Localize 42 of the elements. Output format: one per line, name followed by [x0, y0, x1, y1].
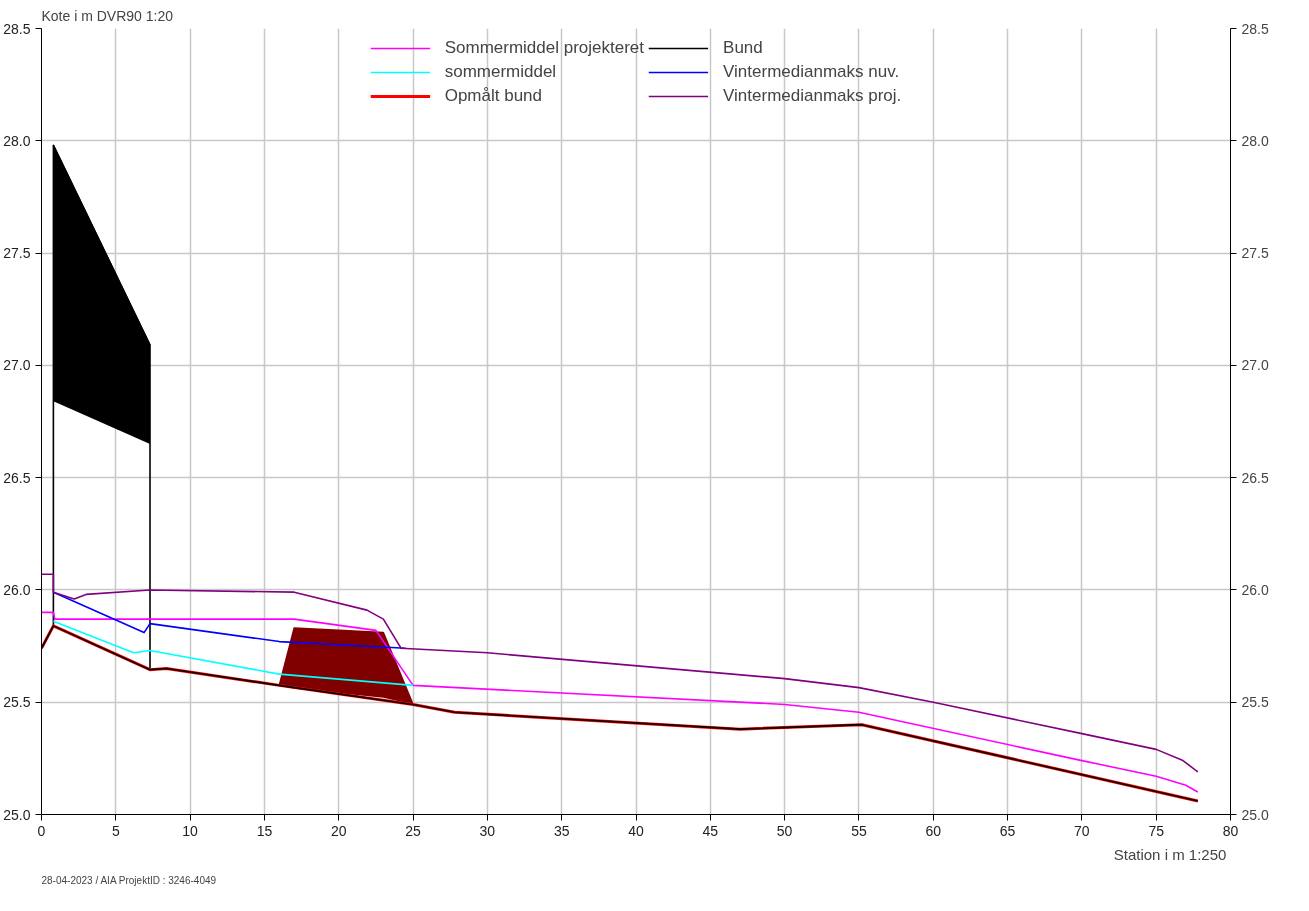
y2-tick-label: 28.5: [1241, 20, 1269, 37]
y2-tick-label: 25.0: [1241, 806, 1269, 823]
x-tick-label: 70: [1074, 822, 1090, 839]
x-tick-label: 10: [182, 822, 199, 839]
y-tick-label: 26.0: [3, 581, 31, 598]
legend-label: sommermiddel: [444, 62, 557, 82]
y2-tick-label: 28.0: [1241, 132, 1269, 149]
text: 28-04-2023 / AIA ProjektID : 3246-4049: [41, 874, 217, 886]
y2-tick-label: 26.5: [1241, 469, 1269, 486]
legend-label: Vintermedianmaks proj.: [723, 86, 902, 106]
x-tick-label: 25: [405, 822, 422, 839]
y-tick-label: 28.0: [3, 132, 31, 149]
y-tick-label: 28.5: [3, 20, 31, 37]
x-tick-label: 45: [702, 822, 719, 839]
x-tick-label: 55: [851, 822, 867, 839]
x-tick-label: 15: [256, 822, 273, 839]
y-axis-title: Kote i m DVR90 1:20: [41, 7, 174, 24]
x-tick-label: 80: [1222, 822, 1239, 839]
x-tick-label: 40: [628, 822, 644, 839]
x-tick-label: 35: [553, 822, 570, 839]
legend-label: Sommermiddel projekteret: [444, 38, 645, 58]
y-tick-label: 27.5: [3, 245, 31, 262]
y2-tick-label: 26.0: [1241, 581, 1269, 598]
legend-label: Bund: [723, 38, 763, 58]
x-tick-label: 60: [925, 822, 942, 839]
y-tick-label: 27.0: [3, 357, 31, 374]
x-tick-label: 30: [479, 822, 496, 839]
x-tick-label: 65: [999, 822, 1016, 839]
y2-tick-label: 27.0: [1241, 357, 1269, 374]
x-tick-label: 50: [776, 822, 793, 839]
y-tick-label: 25.5: [3, 694, 31, 711]
legend-label: Opmålt bund: [444, 86, 543, 106]
y2-tick-label: 27.5: [1241, 245, 1269, 262]
legend-label: Vintermedianmaks nuv.: [723, 62, 900, 82]
y2-tick-label: 25.5: [1241, 694, 1269, 711]
x-tick-label: 20: [330, 822, 347, 839]
x-tick-label: 5: [111, 822, 120, 839]
x-tick-label: 0: [37, 822, 46, 839]
y-tick-label: 26.5: [3, 469, 31, 486]
x-axis-title: Station i m 1:250: [1113, 845, 1227, 863]
y-tick-label: 25.0: [3, 806, 31, 823]
x-tick-label: 75: [1148, 822, 1165, 839]
